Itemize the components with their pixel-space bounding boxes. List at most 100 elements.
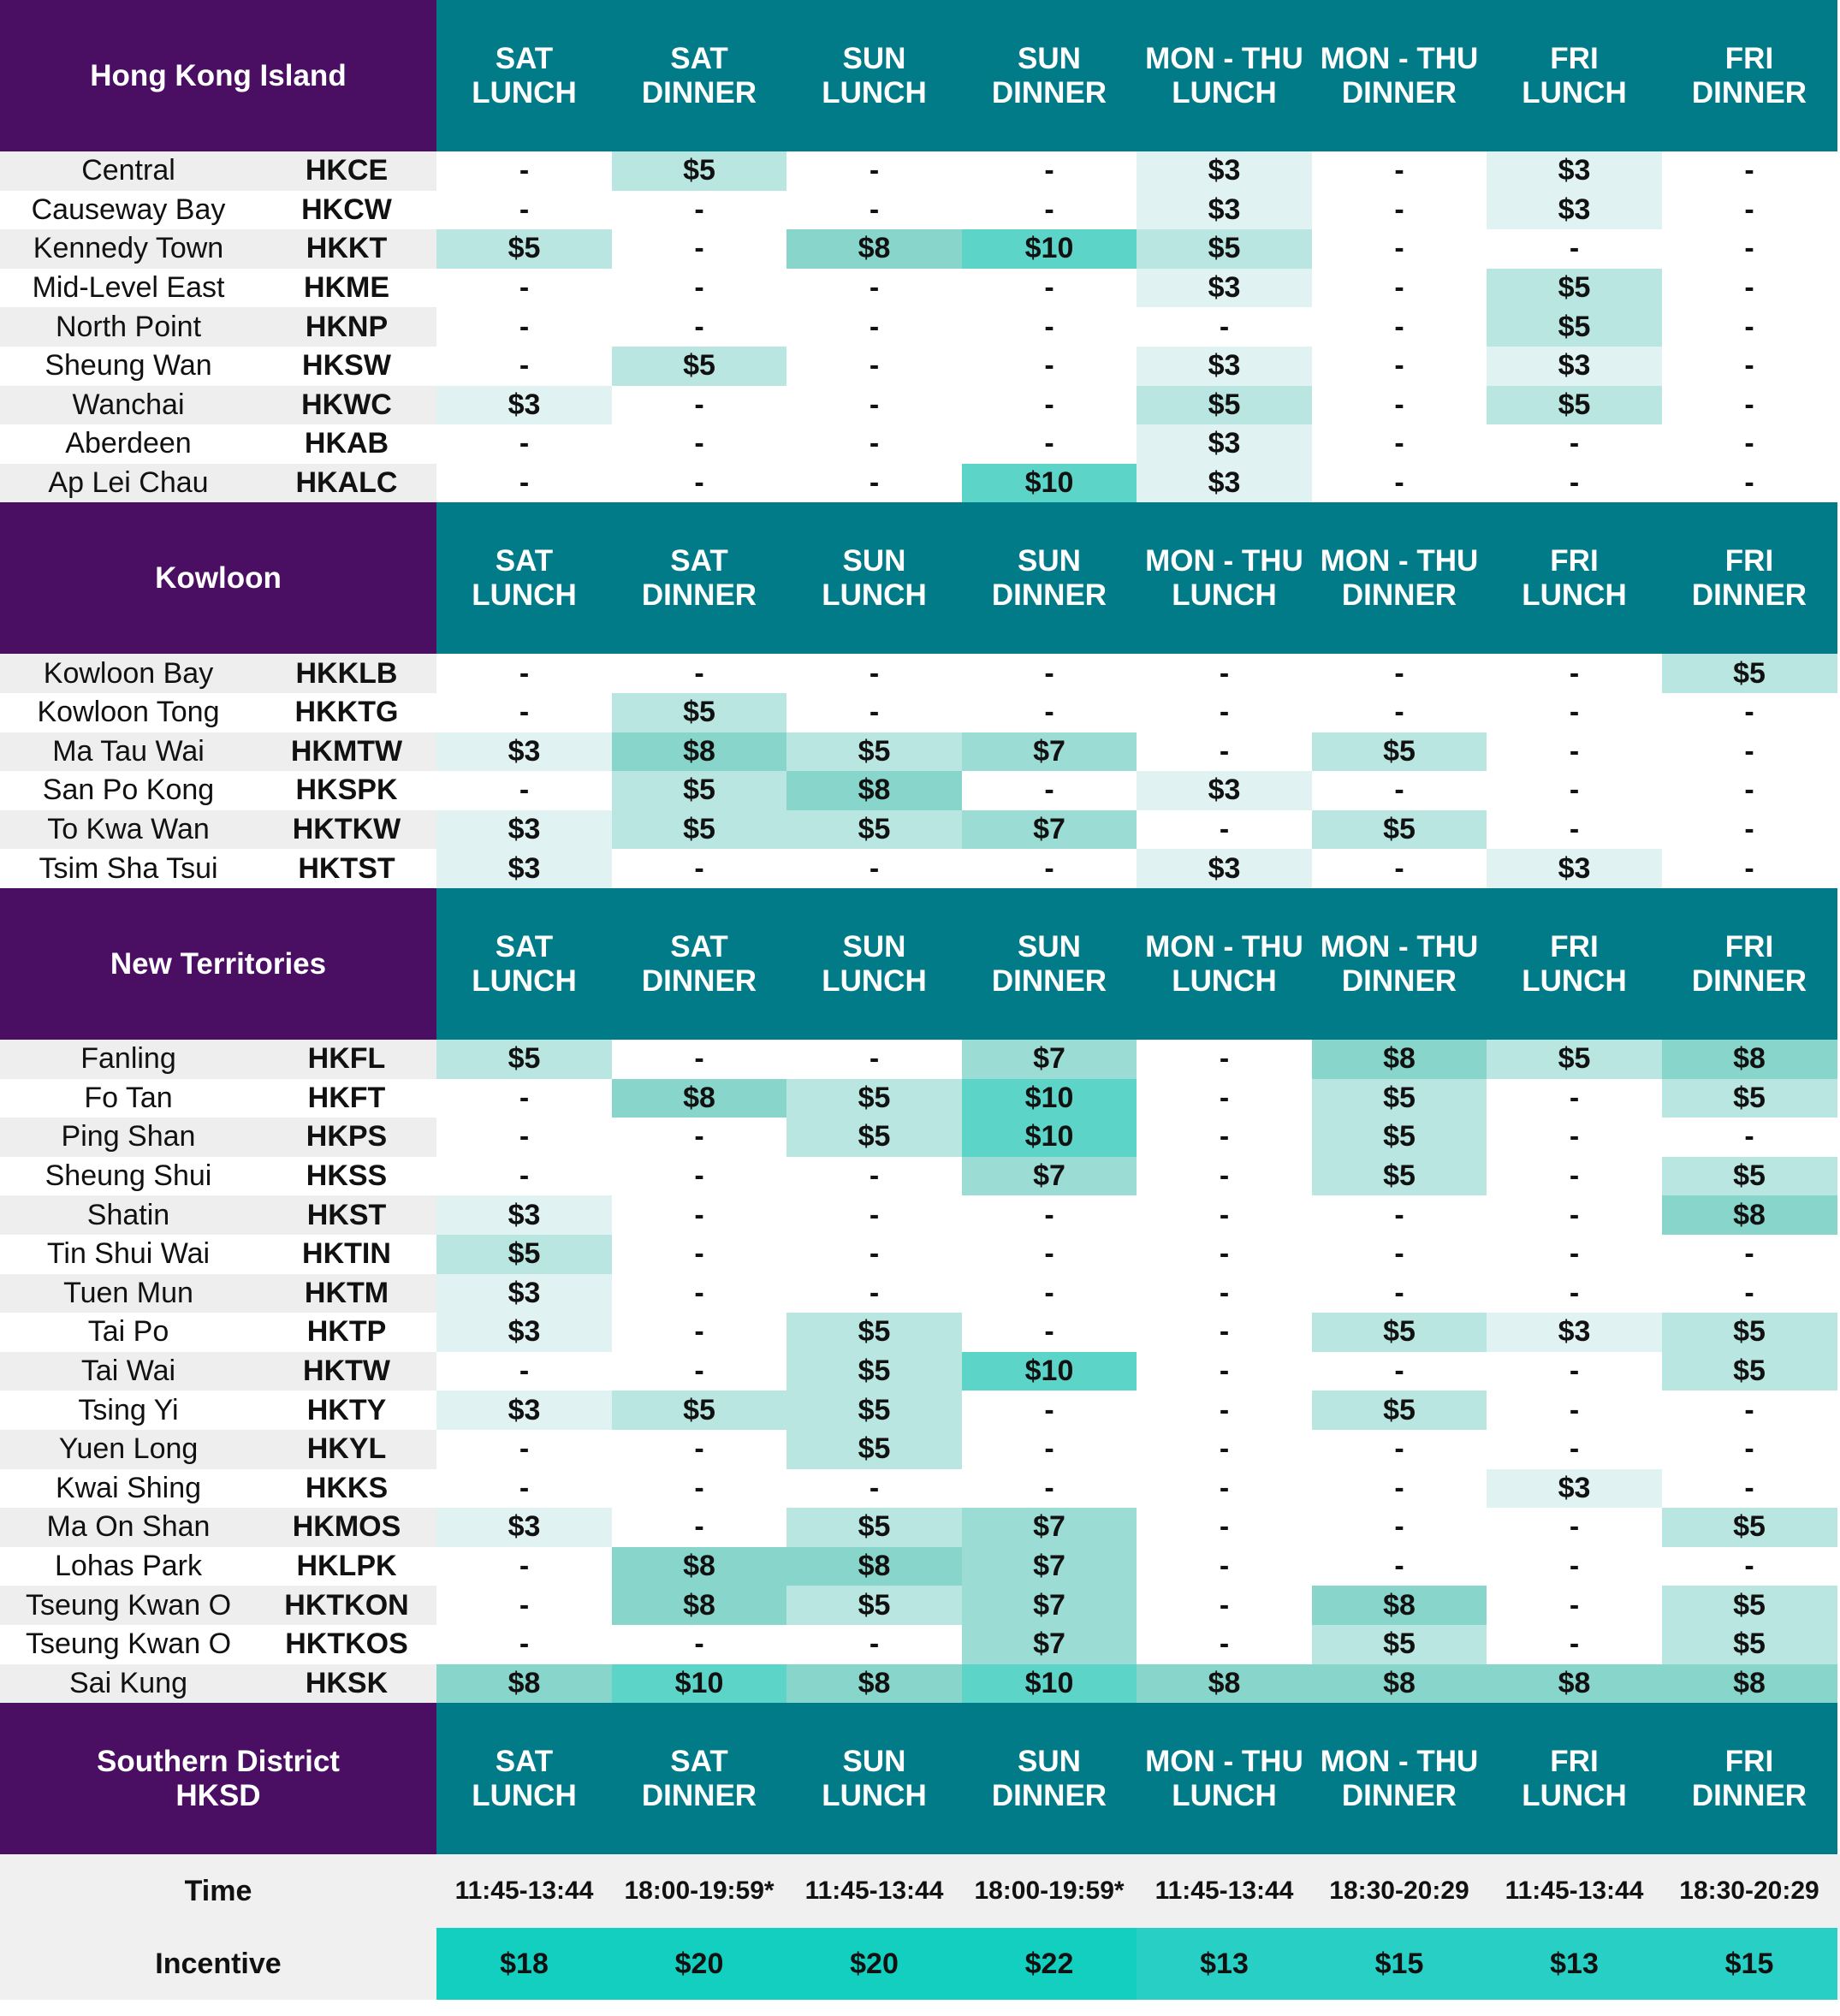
incentive-cell: - (961, 151, 1137, 191)
location-code: HKTKON (257, 1586, 436, 1625)
incentive-cell: $8 (786, 1546, 962, 1586)
incentive-cell: - (1487, 1235, 1662, 1274)
location-name: Lohas Park (0, 1546, 257, 1586)
incentive-cell: - (1661, 1546, 1837, 1586)
incentive-cell: $5 (1311, 809, 1487, 850)
table-row: Kwai Shing HKKS - - - - - - $3- (0, 1468, 1840, 1509)
column-header: FRI LUNCH (1487, 502, 1662, 655)
location-name: Shatin (0, 1195, 257, 1235)
incentive-cell: $7 (961, 1546, 1137, 1586)
location-name: Yuen Long (0, 1430, 257, 1469)
location-code: HKWC (257, 385, 436, 425)
table-row: To Kwa Wan HKTKW $3 $5 $5 $7- $5- - (0, 809, 1840, 850)
table-row: Aberdeen HKAB - - - - $3- - - (0, 424, 1840, 464)
location-name: Tuen Mun (0, 1273, 257, 1313)
incentive-cell: - (611, 1273, 787, 1313)
base-incentive: $20 (611, 1928, 787, 2001)
incentive-cell: - (1487, 771, 1662, 810)
incentive-cell: - (611, 1156, 787, 1196)
incentive-cell: $7 (961, 732, 1137, 772)
table-row: Wanchai HKWC $3- - - $5- $5- (0, 385, 1840, 425)
incentive-cell: $3 (1487, 1313, 1662, 1352)
incentive-cell: - (436, 1468, 612, 1509)
location-name: Tsing Yi (0, 1390, 257, 1430)
table-row: Ma Tau Wai HKMTW $3 $8 $5 $7- $5- - (0, 732, 1840, 772)
section-header: New Territories SAT LUNCH SAT DINNER SUN LU… (0, 888, 1840, 1040)
table-row: Lohas Park HKLPK - $8 $8 $7- - - - (0, 1546, 1840, 1586)
time-slot: 18:00-19:59* (624, 1877, 775, 1906)
incentive-cell: - (1137, 1235, 1312, 1274)
column-header: SUN DINNER (961, 0, 1137, 151)
table-row: Fanling HKFL $5- - $7- $8 $5 $8 (0, 1040, 1840, 1079)
column-header: SUN DINNER (961, 888, 1137, 1040)
incentive-cell: - (1137, 1351, 1312, 1391)
column-header: FRI DINNER (1661, 0, 1837, 151)
incentive-cell: $7 (961, 1586, 1137, 1625)
incentive-cell: $5 (786, 1586, 962, 1625)
incentive-cell: - (1661, 1235, 1837, 1274)
incentive-cell: - (611, 268, 787, 308)
incentive-cell: - (1311, 190, 1487, 230)
incentive-cell: - (786, 151, 962, 191)
incentive-cell: - (611, 424, 787, 464)
table-row: Tai Wai HKTW - - $5 $10- - - $5 (0, 1351, 1840, 1391)
incentive-cell: $5 (1487, 385, 1662, 425)
incentive-cell: $3 (1487, 190, 1662, 230)
table-row: Tin Shui Wai HKTIN $5- - - - - - - (0, 1235, 1840, 1274)
incentive-cell: $5 (1311, 1313, 1487, 1352)
incentive-cell: - (611, 385, 787, 425)
incentive-cell: - (436, 190, 612, 230)
incentive-cell: - (1661, 347, 1837, 386)
incentive-cell: - (1487, 1195, 1662, 1235)
incentive-cell: - (961, 654, 1137, 693)
incentive-cell: - (1487, 732, 1662, 772)
table-row: Ping Shan HKPS - - $5 $10- $5- - (0, 1118, 1840, 1157)
location-name: Fanling (0, 1040, 257, 1079)
incentive-cell: $10 (961, 463, 1137, 503)
location-code: HKTM (257, 1273, 436, 1313)
incentive-cell: - (1311, 1195, 1487, 1235)
incentive-cell: $7 (961, 1156, 1137, 1196)
incentive-cell: $5 (436, 1040, 612, 1079)
table-row: Tuen Mun HKTM $3- - - - - - - (0, 1273, 1840, 1313)
incentive-cell: $8 (436, 1663, 612, 1704)
incentive-cell: $8 (1311, 1040, 1487, 1079)
incentive-cell: $5 (1487, 307, 1662, 347)
incentive-cell: - (961, 268, 1137, 308)
incentive-cell: - (786, 1273, 962, 1313)
incentive-cell: - (1137, 809, 1312, 850)
base-incentive: $13 (1137, 1928, 1312, 2001)
incentive-cell: $8 (611, 1078, 787, 1118)
incentive-cell: - (786, 190, 962, 230)
column-header: FRI DINNER (1661, 888, 1837, 1040)
incentive-cell: - (786, 385, 962, 425)
incentive-cell: $5 (786, 1078, 962, 1118)
incentive-cell: $3 (1137, 463, 1312, 503)
incentive-cell: - (1311, 347, 1487, 386)
column-header: SUN DINNER (961, 502, 1137, 655)
incentive-cell: - (1661, 732, 1837, 772)
incentive-cell: - (1311, 1273, 1487, 1313)
incentive-cell: $5 (1487, 1040, 1662, 1079)
incentive-cell: $3 (436, 1195, 612, 1235)
location-code: HKKT (257, 229, 436, 269)
incentive-cell: - (786, 1625, 962, 1664)
incentive-cell: - (786, 463, 962, 503)
incentive-cell: - (436, 1118, 612, 1157)
incentive-cell: - (1487, 1273, 1662, 1313)
incentive-cell: - (436, 1156, 612, 1196)
incentive-cell: - (1661, 190, 1837, 230)
table-row: San Po Kong HKSPK - $5 $8- $3- - - (0, 771, 1840, 810)
incentive-cell: - (436, 307, 612, 347)
incentive-cell: - (1487, 1078, 1662, 1118)
base-incentive: $15 (1311, 1928, 1487, 2001)
table-row: Shatin HKST $3- - - - - - $8 (0, 1195, 1840, 1235)
incentive-cell: - (1487, 1156, 1662, 1196)
incentive-cell: - (1661, 424, 1837, 464)
incentive-cell: - (611, 1468, 787, 1509)
location-name: Aberdeen (0, 424, 257, 464)
incentive-cell: - (1311, 1508, 1487, 1547)
table-row: Tseung Kwan O HKTKOS - - - $7- $5- $5 (0, 1625, 1840, 1664)
table-row: Kowloon Tong HKKTG - $5- - - - - - (0, 693, 1840, 732)
incentive-cell: - (1137, 732, 1312, 772)
